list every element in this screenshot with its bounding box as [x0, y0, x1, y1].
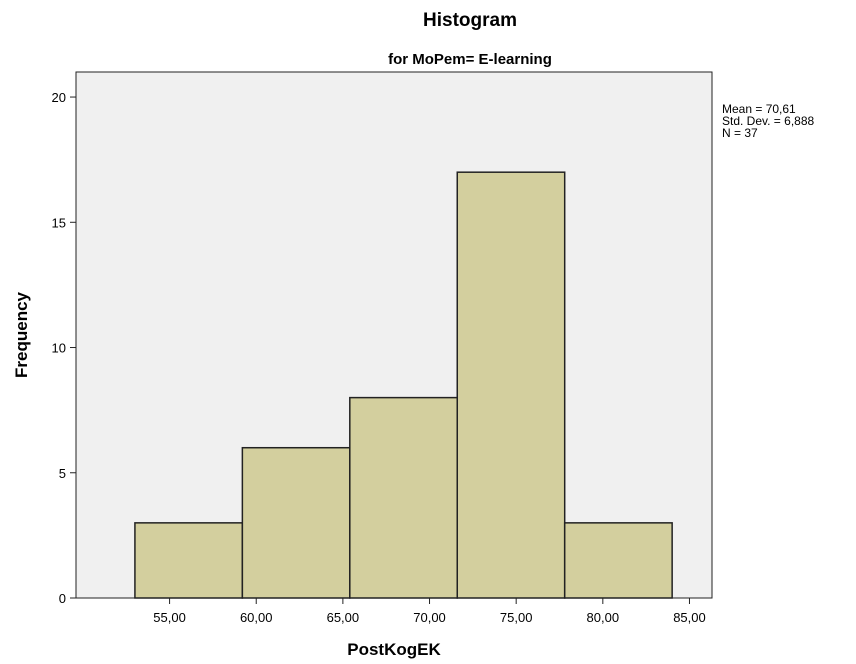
- stats-line: Std. Dev. = 6,888: [722, 114, 814, 128]
- y-tick-label: 15: [52, 215, 66, 230]
- x-axis-label: PostKogEK: [347, 640, 441, 659]
- x-tick-label: 65,00: [327, 610, 360, 625]
- y-tick-label: 5: [59, 466, 66, 481]
- x-tick-label: 70,00: [413, 610, 446, 625]
- bars-layer: [134, 171, 673, 599]
- y-axis-label: Frequency: [12, 291, 31, 378]
- x-tick-label: 55,00: [153, 610, 186, 625]
- y-tick-label: 20: [52, 90, 66, 105]
- chart-title: Histogram: [423, 10, 517, 31]
- x-tick-label: 75,00: [500, 610, 533, 625]
- histogram-bar-4: [456, 171, 566, 599]
- stats-line: N = 37: [722, 126, 758, 140]
- histogram-bar-2: [241, 446, 351, 599]
- histogram-bar-1: [134, 522, 244, 599]
- y-tick-label: 10: [52, 341, 66, 356]
- axes-layer: 0 5 10 15 20 55,00 60,00 65,00 70,00 75,00 80,00 85…: [52, 90, 706, 625]
- histogram-bar-5: [563, 522, 673, 599]
- y-tick-label: 0: [59, 591, 66, 606]
- x-tick-label: 60,00: [240, 610, 273, 625]
- chart-subtitle: for MoPem= E-learning: [388, 51, 552, 68]
- histogram-bar-3: [349, 396, 459, 599]
- stats-line: Mean = 70,61: [722, 102, 796, 116]
- x-tick-label: 80,00: [587, 610, 620, 625]
- x-tick-label: 85,00: [673, 610, 706, 625]
